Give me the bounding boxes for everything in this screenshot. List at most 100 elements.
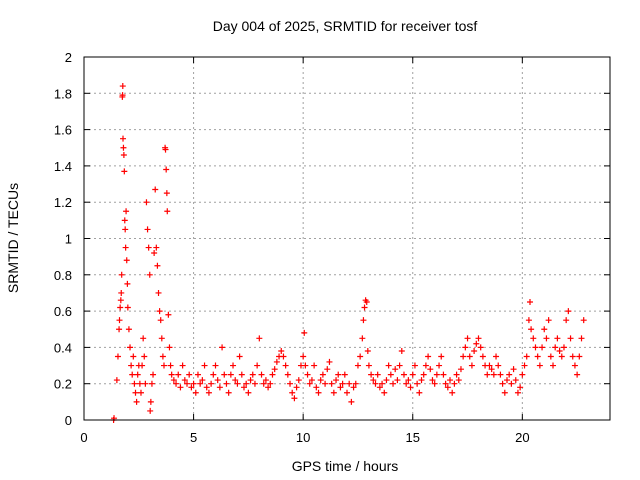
data-point bbox=[173, 380, 180, 387]
data-point bbox=[313, 384, 320, 391]
data-point bbox=[251, 380, 258, 387]
data-point bbox=[164, 208, 171, 215]
data-point bbox=[137, 389, 144, 396]
data-point bbox=[392, 366, 399, 373]
data-point bbox=[462, 344, 469, 351]
data-point bbox=[117, 304, 124, 311]
data-point bbox=[405, 377, 412, 384]
data-point bbox=[123, 208, 130, 215]
data-point bbox=[376, 384, 383, 391]
data-point bbox=[326, 358, 333, 365]
data-point bbox=[249, 371, 256, 378]
data-point bbox=[143, 199, 150, 206]
data-point bbox=[554, 335, 561, 342]
data-point bbox=[381, 389, 388, 396]
data-point bbox=[438, 353, 445, 360]
data-point bbox=[120, 152, 127, 159]
data-point bbox=[147, 407, 154, 414]
data-point bbox=[167, 362, 174, 369]
data-point bbox=[122, 244, 129, 251]
data-point bbox=[225, 389, 232, 396]
data-point bbox=[341, 371, 348, 378]
data-point bbox=[121, 217, 128, 224]
data-point bbox=[364, 348, 371, 355]
data-point bbox=[519, 371, 526, 378]
data-point bbox=[175, 371, 182, 378]
data-point bbox=[363, 299, 370, 306]
data-point bbox=[543, 335, 550, 342]
y-tick-label: 1.6 bbox=[54, 123, 72, 138]
data-point bbox=[359, 335, 366, 342]
data-point bbox=[449, 389, 456, 396]
data-point bbox=[245, 389, 252, 396]
y-tick-label: 0.4 bbox=[54, 340, 72, 355]
grid-layer bbox=[84, 57, 610, 420]
data-point bbox=[563, 317, 570, 324]
data-point bbox=[506, 371, 513, 378]
data-point bbox=[278, 348, 285, 355]
data-point bbox=[219, 344, 226, 351]
data-point bbox=[360, 317, 367, 324]
y-tick-label: 1.4 bbox=[54, 159, 72, 174]
data-point bbox=[427, 366, 434, 373]
x-axis-label: GPS time / hours bbox=[292, 458, 399, 474]
data-point bbox=[429, 377, 436, 384]
data-point bbox=[453, 371, 460, 378]
data-point bbox=[558, 353, 565, 360]
data-point bbox=[508, 380, 515, 387]
data-point bbox=[370, 377, 377, 384]
y-tick-label: 1.8 bbox=[54, 86, 72, 101]
data-point bbox=[411, 362, 418, 369]
data-point bbox=[144, 226, 151, 233]
data-point bbox=[156, 308, 163, 315]
data-point bbox=[113, 377, 120, 384]
data-point bbox=[122, 226, 129, 233]
data-point bbox=[333, 377, 340, 384]
data-point bbox=[199, 377, 206, 384]
data-point bbox=[560, 344, 567, 351]
data-point bbox=[403, 380, 410, 387]
data-points bbox=[110, 83, 587, 423]
data-point bbox=[287, 380, 294, 387]
data-point bbox=[118, 271, 125, 278]
data-point bbox=[407, 384, 414, 391]
x-tick-label: 0 bbox=[80, 430, 87, 445]
data-point bbox=[552, 344, 559, 351]
data-point bbox=[361, 304, 368, 311]
data-point bbox=[512, 377, 519, 384]
data-point bbox=[354, 362, 361, 369]
data-point bbox=[151, 250, 158, 257]
data-point bbox=[114, 353, 121, 360]
data-point bbox=[153, 244, 160, 251]
data-point bbox=[260, 380, 267, 387]
data-point bbox=[431, 380, 438, 387]
data-point bbox=[208, 380, 215, 387]
data-point bbox=[372, 380, 379, 387]
data-point bbox=[525, 317, 532, 324]
data-point bbox=[304, 371, 311, 378]
data-point bbox=[488, 366, 495, 373]
data-point bbox=[346, 380, 353, 387]
data-point bbox=[129, 371, 136, 378]
data-point bbox=[339, 380, 346, 387]
data-point bbox=[319, 371, 326, 378]
data-point bbox=[158, 335, 165, 342]
data-point bbox=[477, 344, 484, 351]
data-point bbox=[569, 353, 576, 360]
data-point bbox=[124, 280, 131, 287]
data-point bbox=[197, 380, 204, 387]
data-point bbox=[140, 335, 147, 342]
tick-marks bbox=[83, 56, 610, 421]
data-point bbox=[497, 371, 504, 378]
data-point bbox=[136, 380, 143, 387]
data-point bbox=[192, 389, 199, 396]
data-point bbox=[123, 257, 130, 264]
data-point bbox=[120, 135, 127, 142]
data-point bbox=[186, 371, 193, 378]
data-point bbox=[451, 380, 458, 387]
data-point bbox=[499, 380, 506, 387]
data-point bbox=[536, 362, 543, 369]
data-point bbox=[374, 371, 381, 378]
x-tick-label: 20 bbox=[515, 430, 529, 445]
